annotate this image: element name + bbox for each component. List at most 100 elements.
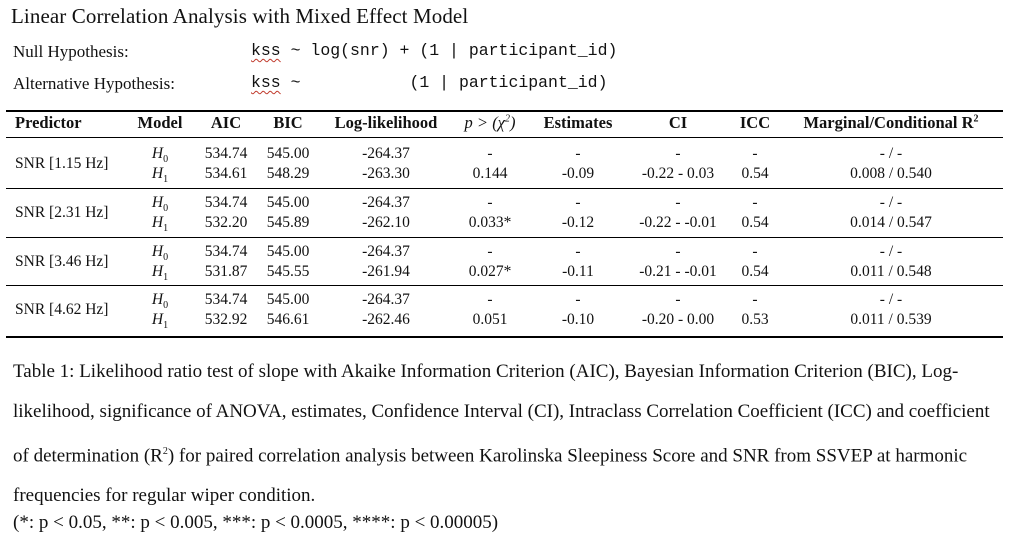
model-label: H1 [152,311,168,331]
header-p-value: p > (χ2) [465,113,516,133]
model-letter: H [151,291,164,309]
cell-ci: - [675,291,681,309]
model-label: H0 [152,194,168,214]
page-title: Linear Correlation Analysis with Mixed E… [11,4,469,28]
header-p-close: ) [509,113,516,132]
row-separator [6,236,1003,238]
cell-estimate: -0.10 [561,311,595,329]
cell-icc: - [752,145,758,162]
null-formula-response: kss [251,41,281,60]
cell-p-value: 0.051 [472,311,508,329]
cell-estimate: - [575,145,581,162]
header-log-likelihood: Log-likelihood [334,113,438,132]
model-subscript: 0 [163,300,169,312]
model-subscript: 0 [163,251,169,263]
cell-icc: - [752,242,758,260]
cell-aic: 534.74 [204,242,248,260]
model-letter: H [151,145,164,162]
cell-ci: -0.21 - -0.01 [639,262,717,280]
cell-icc: 0.54 [741,165,769,182]
alt-hypothesis-label: Alternative Hypothesis: [13,74,175,93]
cell-r-squared: 0.011 / 0.539 [850,311,932,329]
cell-log-likelihood: -264.37 [362,291,410,309]
cell-r-squared: 0.008 / 0.540 [850,165,932,182]
cell-estimate: - [575,242,581,260]
cell-estimate: -0.09 [561,165,595,182]
cell-aic: 534.61 [204,165,248,182]
header-bic: BIC [273,113,303,132]
cell-estimate: - [575,193,581,211]
cell-aic: 534.74 [204,291,248,309]
model-subscript: 1 [163,320,169,332]
model-label: H1 [152,263,168,283]
model-subscript: 1 [163,174,169,186]
model-letter: H [151,311,164,329]
cell-estimate: -0.11 [562,262,594,280]
cell-r-squared: - / - [879,291,903,309]
header-ci: CI [668,113,688,132]
cell-p-value: 0.033* [468,213,512,231]
cell-p-value: 0.144 [472,165,508,182]
header-r2-text: Marginal/Conditional R [803,113,974,132]
table-bottom-rule [6,336,1003,338]
caption-text-2: ) for paired correlation analysis betwee… [13,445,968,507]
null-hypothesis: Null Hypothesis: kss ~ log(snr) + (1 | p… [13,41,617,62]
cell-p-value: - [487,193,493,211]
cell-icc: - [752,291,758,309]
cell-log-likelihood: -264.37 [362,242,410,260]
model-subscript: 0 [163,202,169,214]
model-subscript: 1 [163,271,169,283]
header-r-squared: Marginal/Conditional R2 [803,113,978,133]
alt-formula-response: kss [251,73,281,92]
model-letter: H [151,242,164,260]
cell-bic: 548.29 [266,165,310,182]
null-hypothesis-formula: kss ~ log(snr) + (1 | participant_id) [251,41,617,60]
row-separator [6,187,1003,189]
model-subscript: 1 [163,222,169,234]
header-aic: AIC [210,113,242,132]
header-model: Model [137,113,183,132]
cell-log-likelihood: -264.37 [362,193,410,211]
cell-r-squared: 0.014 / 0.547 [850,213,932,231]
cell-bic: 545.89 [266,213,310,231]
cell-p-value: 0.027* [468,262,512,280]
cell-log-likelihood: -262.10 [362,213,410,231]
alt-hypothesis-formula: kss ~ (1 | participant_id) [251,73,607,92]
model-letter: H [151,165,164,182]
cell-ci: -0.22 - -0.01 [639,213,717,231]
predictor-label: SNR [1.15 Hz] [15,155,109,172]
cell-ci: -0.20 - 0.00 [641,311,715,329]
cell-p-value: - [487,291,493,309]
cell-icc: 0.53 [741,311,769,329]
alternative-hypothesis: Alternative Hypothesis: kss ~ (1 | parti… [13,73,607,94]
cell-aic: 531.87 [204,262,248,280]
cell-icc: 0.54 [741,213,769,231]
predictor-label: SNR [4.62 Hz] [15,301,109,319]
cell-aic: 532.20 [204,213,248,231]
cell-icc: - [752,193,758,211]
model-subscript: 0 [163,154,169,166]
cell-aic: 532.92 [204,311,248,329]
cell-log-likelihood: -261.94 [362,262,410,280]
cell-bic: 545.00 [266,242,310,260]
caption-sup: 2 [162,446,168,457]
model-label: H1 [152,165,168,185]
null-hypothesis-label: Null Hypothesis: [13,42,129,61]
header-p-text: p > (χ [464,113,505,132]
cell-ci: - [675,145,681,162]
header-estimates: Estimates [543,113,613,132]
model-label: H1 [152,214,168,234]
cell-r-squared: - / - [879,145,903,162]
header-predictor: Predictor [15,113,82,132]
cell-aic: 534.74 [204,145,248,162]
cell-aic: 534.74 [204,193,248,211]
table-top-rule [6,110,1003,112]
cell-r-squared: - / - [879,193,903,211]
header-p-sup: 2 [504,113,510,125]
table-header-rule [6,137,1003,138]
table-caption: Table 1: Likelihood ratio test of slope … [13,352,1003,516]
cell-ci: - [675,193,681,211]
cell-log-likelihood: -262.46 [362,311,410,329]
header-icc: ICC [739,113,771,132]
cell-bic: 545.00 [266,193,310,211]
